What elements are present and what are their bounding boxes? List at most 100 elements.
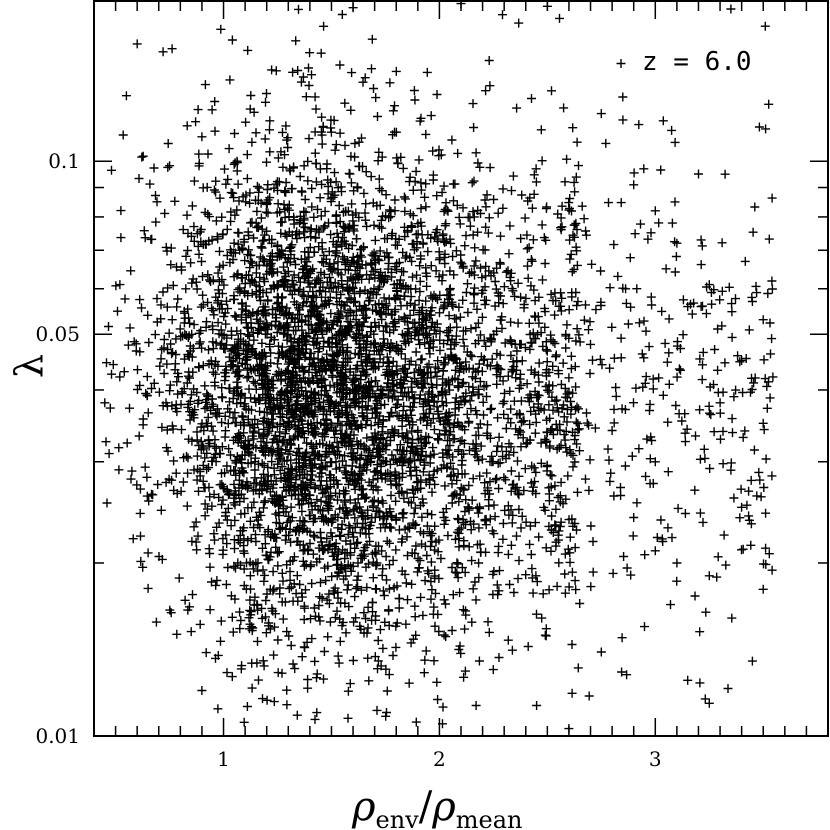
data-point xyxy=(571,336,581,346)
data-point xyxy=(477,312,487,322)
data-point xyxy=(268,586,278,596)
data-point xyxy=(412,378,421,388)
data-point xyxy=(501,475,510,485)
data-point xyxy=(386,207,396,216)
data-point xyxy=(390,195,400,205)
data-point xyxy=(341,628,351,638)
data-point xyxy=(491,475,501,485)
data-point xyxy=(489,330,499,339)
data-point xyxy=(223,419,233,429)
data-point xyxy=(613,271,623,281)
data-point xyxy=(325,342,335,352)
data-point xyxy=(414,155,424,165)
data-point xyxy=(401,619,411,629)
data-point xyxy=(435,308,444,318)
data-point xyxy=(273,548,283,558)
data-point xyxy=(556,441,566,450)
data-point xyxy=(609,404,619,414)
data-point xyxy=(178,477,188,487)
data-point xyxy=(187,278,197,288)
data-point xyxy=(134,174,144,183)
data-point xyxy=(337,241,347,251)
data-point xyxy=(528,235,538,245)
data-point xyxy=(205,549,215,558)
data-point xyxy=(338,252,348,262)
data-point xyxy=(168,281,178,290)
data-point xyxy=(299,561,309,571)
data-point xyxy=(418,467,428,477)
data-point xyxy=(405,523,415,533)
data-point xyxy=(500,388,509,398)
data-point xyxy=(258,694,267,704)
data-point xyxy=(280,205,290,214)
data-point xyxy=(360,285,370,295)
data-point xyxy=(300,233,310,243)
data-point xyxy=(356,357,366,367)
data-point xyxy=(285,243,295,253)
data-point xyxy=(333,549,343,559)
data-point xyxy=(742,500,752,510)
data-point xyxy=(356,439,366,449)
data-point xyxy=(209,310,219,320)
data-point xyxy=(165,161,175,171)
data-point xyxy=(756,492,766,502)
data-point xyxy=(695,508,705,518)
data-point xyxy=(242,353,252,362)
data-point xyxy=(267,249,277,259)
data-point xyxy=(278,614,288,624)
data-point xyxy=(460,666,470,676)
data-point xyxy=(173,294,183,304)
data-point xyxy=(399,312,409,322)
data-point xyxy=(444,311,454,321)
data-point xyxy=(534,292,544,302)
data-point xyxy=(501,267,511,277)
data-point xyxy=(282,135,292,145)
data-point xyxy=(223,304,233,314)
data-point xyxy=(365,392,375,402)
data-point xyxy=(430,479,440,489)
data-point xyxy=(700,453,710,463)
data-point xyxy=(210,441,219,451)
data-point xyxy=(269,584,279,594)
data-point xyxy=(426,531,436,541)
data-point xyxy=(647,300,657,310)
data-point xyxy=(200,381,210,391)
data-point xyxy=(568,450,578,460)
data-point xyxy=(447,626,457,635)
data-point xyxy=(517,511,527,521)
data-point xyxy=(395,446,405,456)
data-point xyxy=(420,439,430,449)
data-point xyxy=(243,458,253,468)
data-point xyxy=(382,519,391,529)
data-point xyxy=(326,278,336,288)
data-point xyxy=(461,288,471,297)
data-point xyxy=(640,550,650,560)
data-point xyxy=(386,523,396,533)
data-point xyxy=(363,602,373,612)
data-point xyxy=(127,466,137,476)
data-point xyxy=(135,380,145,390)
data-point xyxy=(287,290,297,299)
data-point xyxy=(522,244,532,254)
data-point xyxy=(407,426,417,436)
data-point xyxy=(513,318,523,328)
data-point xyxy=(332,606,342,616)
data-point xyxy=(605,283,615,293)
data-point xyxy=(424,387,434,397)
data-point xyxy=(572,137,582,147)
data-point xyxy=(588,355,597,365)
data-point xyxy=(454,403,464,413)
data-point xyxy=(500,505,510,515)
data-point xyxy=(454,542,464,552)
data-point xyxy=(632,284,642,294)
data-point xyxy=(519,303,529,313)
data-point xyxy=(701,607,711,617)
data-point xyxy=(260,230,270,240)
data-point xyxy=(250,394,260,404)
data-point xyxy=(467,495,477,505)
data-point xyxy=(417,303,427,312)
data-point xyxy=(151,617,161,627)
data-point xyxy=(237,411,247,421)
data-point xyxy=(476,263,485,273)
data-point xyxy=(469,123,479,132)
